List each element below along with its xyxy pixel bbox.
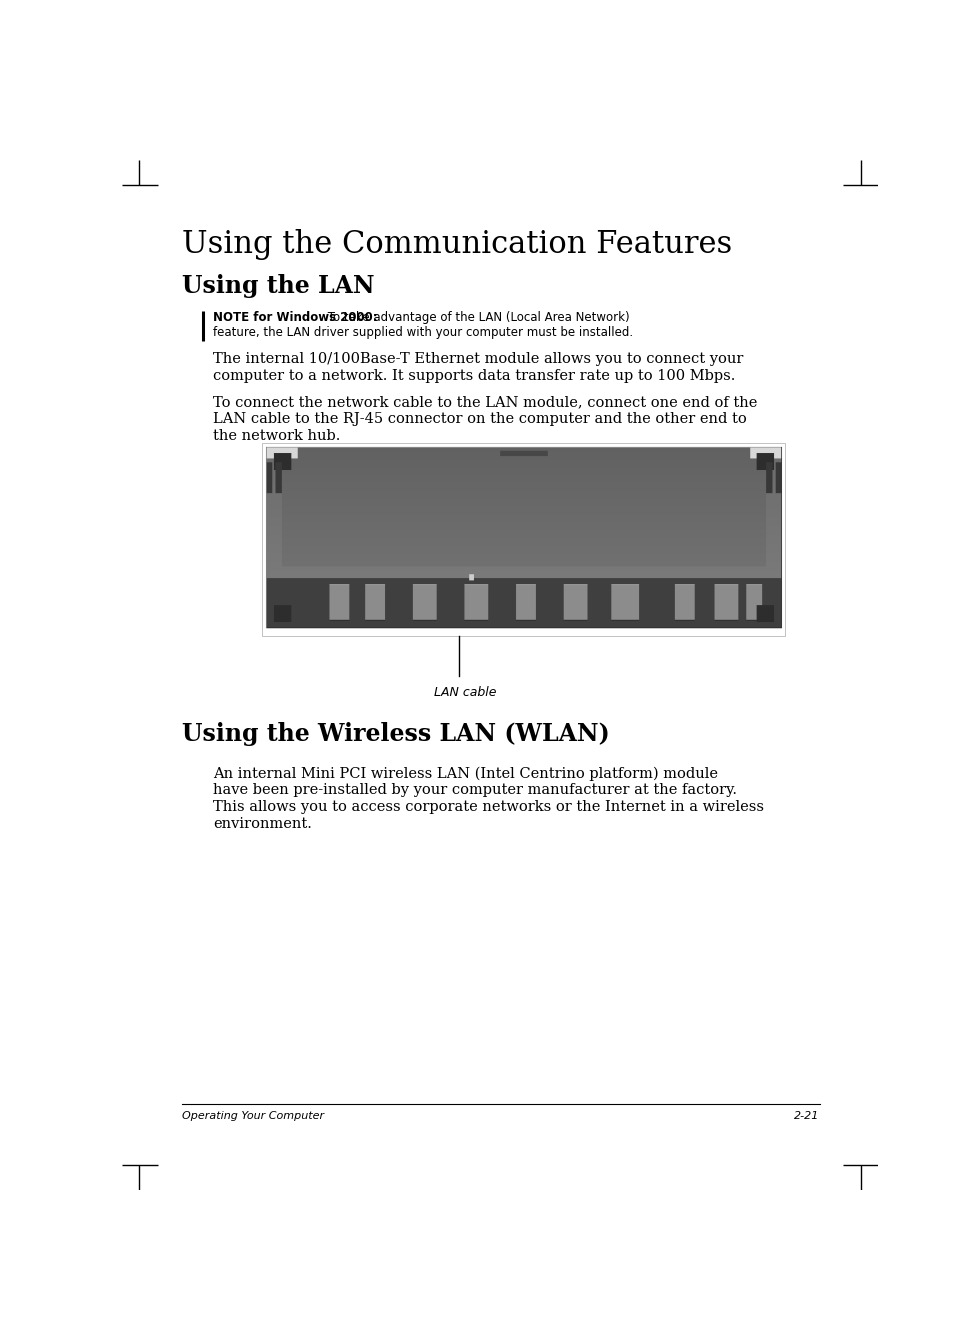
Text: computer to a network. It supports data transfer rate up to 100 Mbps.: computer to a network. It supports data … (214, 369, 736, 384)
Text: NOTE for Windows 2000:: NOTE for Windows 2000: (214, 310, 378, 324)
Text: Operating Your Computer: Operating Your Computer (183, 1111, 325, 1122)
Text: Using the Communication Features: Using the Communication Features (183, 229, 733, 259)
Text: The internal 10/100Base-T Ethernet module allows you to connect your: The internal 10/100Base-T Ethernet modul… (214, 352, 744, 366)
Text: LAN cable to the RJ-45 connector on the computer and the other end to: LAN cable to the RJ-45 connector on the … (214, 412, 748, 427)
Text: environment.: environment. (214, 817, 312, 832)
Text: To connect the network cable to the LAN module, connect one end of the: To connect the network cable to the LAN … (214, 396, 757, 409)
Text: Using the LAN: Using the LAN (183, 274, 375, 298)
Text: Using the Wireless LAN (WLAN): Using the Wireless LAN (WLAN) (183, 722, 610, 746)
Text: 2-21: 2-21 (794, 1111, 820, 1122)
Bar (262, 443, 785, 635)
Text: This allows you to access corporate networks or the Internet in a wireless: This allows you to access corporate netw… (214, 801, 764, 814)
Text: the network hub.: the network hub. (214, 429, 341, 443)
Text: LAN cable: LAN cable (434, 686, 497, 698)
Text: have been pre-installed by your computer manufacturer at the factory.: have been pre-installed by your computer… (214, 783, 738, 797)
Text: An internal Mini PCI wireless LAN (Intel Centrino platform) module: An internal Mini PCI wireless LAN (Intel… (214, 766, 718, 781)
Text: To take advantage of the LAN (Local Area Network): To take advantage of the LAN (Local Area… (323, 310, 630, 324)
Text: feature, the LAN driver supplied with your computer must be installed.: feature, the LAN driver supplied with yo… (214, 326, 633, 340)
